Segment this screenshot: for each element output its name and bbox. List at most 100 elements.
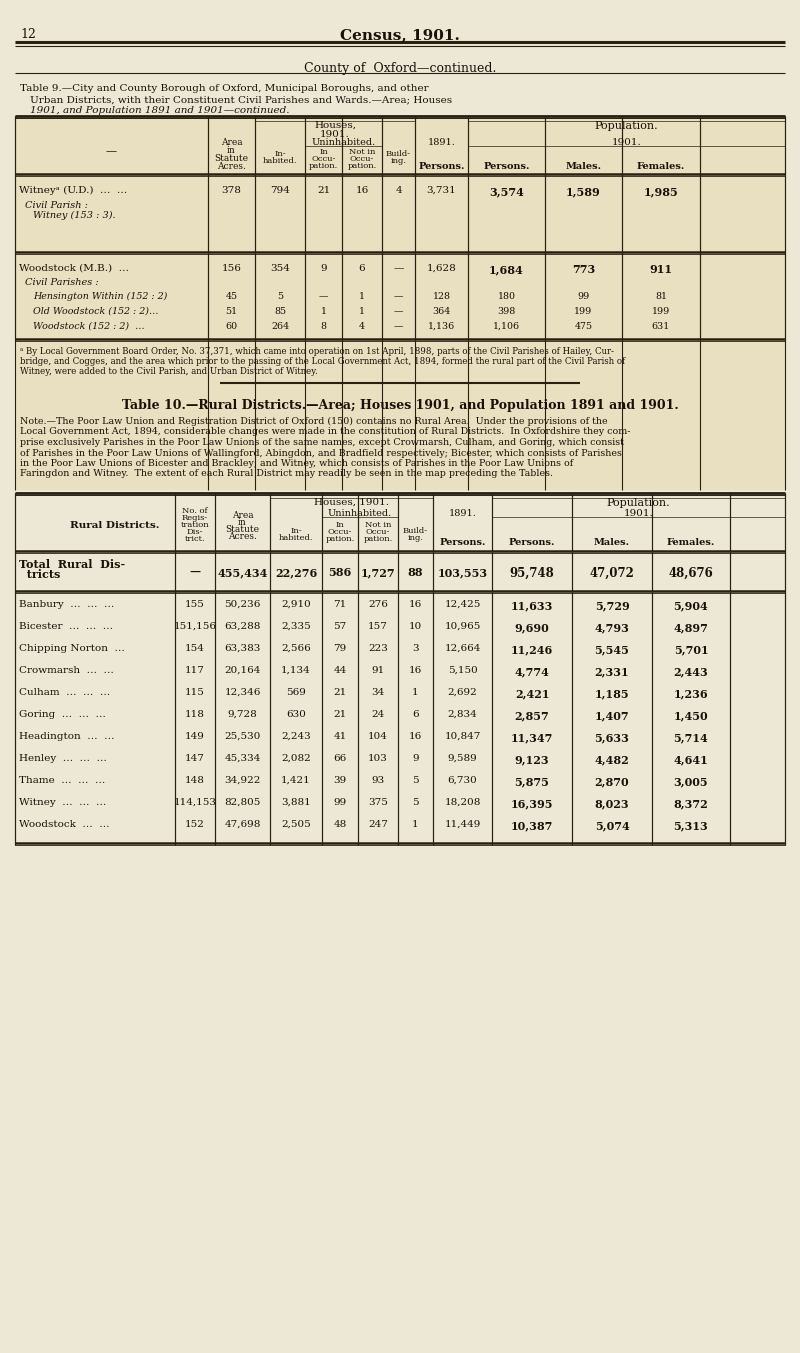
Text: 586: 586 — [328, 567, 352, 578]
Text: In-: In- — [290, 528, 302, 534]
Text: 5,545: 5,545 — [594, 644, 630, 655]
Text: 3,731: 3,731 — [426, 185, 456, 195]
Text: —: — — [106, 146, 117, 156]
Text: in: in — [238, 518, 247, 528]
Text: ing.: ing. — [390, 157, 406, 165]
Text: 1901.: 1901. — [320, 130, 350, 139]
Text: 9,728: 9,728 — [228, 710, 258, 718]
Text: 10,847: 10,847 — [444, 732, 481, 741]
Text: Crowmarsh  …  …: Crowmarsh … … — [19, 666, 114, 675]
Text: 10,387: 10,387 — [511, 820, 553, 831]
Text: Acres.: Acres. — [228, 532, 257, 541]
Text: 91: 91 — [371, 666, 385, 675]
Text: —: — — [318, 292, 328, 300]
Text: 48: 48 — [334, 820, 346, 829]
Text: 21: 21 — [334, 687, 346, 697]
Text: Woodstock (M.B.)  …: Woodstock (M.B.) … — [19, 264, 129, 273]
Text: County of  Oxford—continued.: County of Oxford—continued. — [304, 62, 496, 74]
Text: 5,313: 5,313 — [674, 820, 708, 831]
Text: ing.: ing. — [407, 534, 423, 543]
Text: 21: 21 — [317, 185, 330, 195]
Text: 364: 364 — [432, 307, 450, 317]
Text: Witney  …  …  …: Witney … … … — [19, 798, 106, 806]
Text: Goring  …  …  …: Goring … … … — [19, 710, 106, 718]
Text: 18,208: 18,208 — [444, 798, 481, 806]
Text: Statute: Statute — [214, 154, 249, 162]
Text: 1,727: 1,727 — [361, 567, 395, 578]
Text: 128: 128 — [433, 292, 450, 300]
Text: Bicester  …  …  …: Bicester … … … — [19, 622, 113, 630]
Text: 60: 60 — [226, 322, 238, 331]
Text: Woodstock  …  …: Woodstock … … — [19, 820, 110, 829]
Text: in the Poor Law Unions of Bicester and Brackley; and Witney, which consists of P: in the Poor Law Unions of Bicester and B… — [20, 459, 574, 468]
Text: 569: 569 — [286, 687, 306, 697]
Text: 81: 81 — [655, 292, 667, 300]
Text: Females.: Females. — [667, 538, 715, 547]
Text: Civil Parish :: Civil Parish : — [25, 202, 88, 210]
Text: 631: 631 — [652, 322, 670, 331]
Text: 103,553: 103,553 — [438, 567, 487, 578]
Text: Occu-: Occu- — [311, 156, 336, 162]
Text: Build-: Build- — [386, 150, 411, 158]
Text: Rural Districts.: Rural Districts. — [70, 521, 160, 530]
Text: Houses, 1901.: Houses, 1901. — [314, 498, 389, 507]
Text: 276: 276 — [368, 599, 388, 609]
Text: 475: 475 — [574, 322, 593, 331]
Text: 5,714: 5,714 — [674, 732, 708, 743]
Text: Thame  …  …  …: Thame … … … — [19, 777, 106, 785]
Text: 16: 16 — [409, 599, 422, 609]
Text: Table 9.—City and County Borough of Oxford, Municipal Boroughs, and other: Table 9.—City and County Borough of Oxfo… — [20, 84, 429, 93]
Text: 99: 99 — [334, 798, 346, 806]
Text: habited.: habited. — [278, 534, 314, 543]
Text: Area: Area — [221, 138, 242, 147]
Text: 1: 1 — [359, 307, 365, 317]
Text: Males.: Males. — [566, 162, 602, 170]
Text: 79: 79 — [334, 644, 346, 653]
Text: pation.: pation. — [309, 162, 338, 170]
Text: 1901.: 1901. — [612, 138, 642, 147]
Text: —: — — [394, 307, 403, 317]
Text: 11,633: 11,633 — [511, 599, 553, 612]
Text: 1: 1 — [359, 292, 365, 300]
Text: 151,156: 151,156 — [174, 622, 217, 630]
Text: 12: 12 — [20, 28, 36, 41]
Text: In-: In- — [274, 150, 286, 158]
Text: 12,346: 12,346 — [224, 687, 261, 697]
Text: 157: 157 — [368, 622, 388, 630]
Text: 2,443: 2,443 — [674, 666, 708, 676]
Text: 118: 118 — [185, 710, 205, 718]
Text: Population.: Population. — [606, 498, 670, 507]
Text: 5,729: 5,729 — [594, 599, 630, 612]
Text: 5,150: 5,150 — [448, 666, 478, 675]
Text: 8,023: 8,023 — [594, 798, 630, 809]
Text: 1901, and Population 1891 and 1901—continued.: 1901, and Population 1891 and 1901—conti… — [30, 106, 290, 115]
Text: 5: 5 — [412, 798, 419, 806]
Text: 4,774: 4,774 — [514, 666, 550, 676]
Text: 63,288: 63,288 — [224, 622, 261, 630]
Text: 1,589: 1,589 — [566, 185, 601, 198]
Text: Acres.: Acres. — [217, 162, 246, 170]
Text: 99: 99 — [578, 292, 590, 300]
Text: 21: 21 — [334, 710, 346, 718]
Text: Males.: Males. — [594, 538, 630, 547]
Text: 88: 88 — [408, 567, 423, 578]
Text: 247: 247 — [368, 820, 388, 829]
Text: Not in: Not in — [349, 147, 375, 156]
Text: Urban Districts, with their Constituent Civil Parishes and Wards.—Area; Houses: Urban Districts, with their Constituent … — [30, 95, 452, 104]
Text: Table 10.—Rural Districts.—Area; Houses 1901, and Population 1891 and 1901.: Table 10.—Rural Districts.—Area; Houses … — [122, 399, 678, 413]
Text: 85: 85 — [274, 307, 286, 317]
Text: 5,633: 5,633 — [594, 732, 630, 743]
Text: 354: 354 — [270, 264, 290, 273]
Text: Persons.: Persons. — [483, 162, 530, 170]
Text: 1,407: 1,407 — [594, 710, 630, 721]
Text: 11,449: 11,449 — [444, 820, 481, 829]
Text: Culham  …  …  …: Culham … … … — [19, 687, 110, 697]
Text: Census, 1901.: Census, 1901. — [340, 28, 460, 42]
Text: 16: 16 — [355, 185, 369, 195]
Text: 9: 9 — [412, 754, 419, 763]
Text: in: in — [227, 146, 236, 156]
Text: Occu-: Occu- — [350, 156, 374, 162]
Text: 3,005: 3,005 — [674, 777, 708, 787]
Text: In: In — [319, 147, 328, 156]
Text: Civil Parishes :: Civil Parishes : — [25, 277, 98, 287]
